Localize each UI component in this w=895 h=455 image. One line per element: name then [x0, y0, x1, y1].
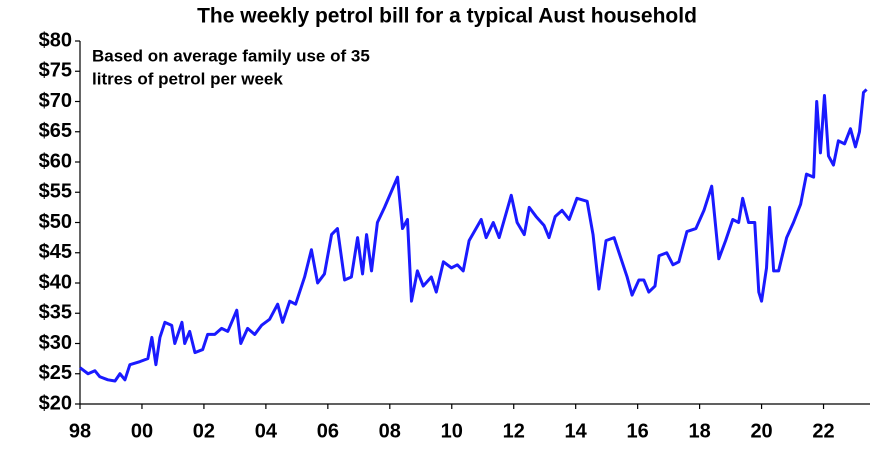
- x-tick-label: 10: [441, 420, 463, 442]
- y-tick-label: $25: [39, 362, 72, 384]
- x-tick-label: 02: [193, 420, 215, 442]
- y-tick-label: $55: [39, 181, 72, 203]
- x-tick-label: 22: [812, 420, 834, 442]
- y-tick-label: $80: [39, 29, 72, 51]
- y-tick-label: $50: [39, 211, 72, 233]
- x-tick-label: 16: [627, 420, 649, 442]
- line: [79, 88, 868, 383]
- y-tick-label: $65: [39, 120, 72, 142]
- y-tick-label: $75: [39, 60, 72, 82]
- y-tick-label: $20: [39, 392, 72, 414]
- annotation: litres of petrol per week: [92, 69, 283, 88]
- x-tick-label: 06: [317, 420, 339, 442]
- x-tick-label: 98: [69, 420, 91, 442]
- chart-title: The weekly petrol bill for a typical Aus…: [197, 5, 697, 28]
- annotation: Based on average family use of 35: [92, 46, 370, 65]
- y-tick-label: $35: [39, 302, 72, 324]
- x-tick-label: 14: [565, 420, 588, 442]
- y-tick-label: $60: [39, 150, 72, 172]
- y-tick-label: $40: [39, 271, 72, 293]
- y-tick-label: $45: [39, 241, 72, 263]
- x-tick-label: 08: [379, 420, 401, 442]
- x-tick-label: 20: [750, 420, 772, 442]
- y-tick-label: $70: [39, 90, 72, 112]
- x-tick-label: 12: [503, 420, 525, 442]
- y-tick-label: $30: [39, 332, 72, 354]
- x-tick-label: 00: [131, 420, 153, 442]
- x-tick-label: 04: [255, 420, 278, 442]
- x-tick-label: 18: [688, 420, 710, 442]
